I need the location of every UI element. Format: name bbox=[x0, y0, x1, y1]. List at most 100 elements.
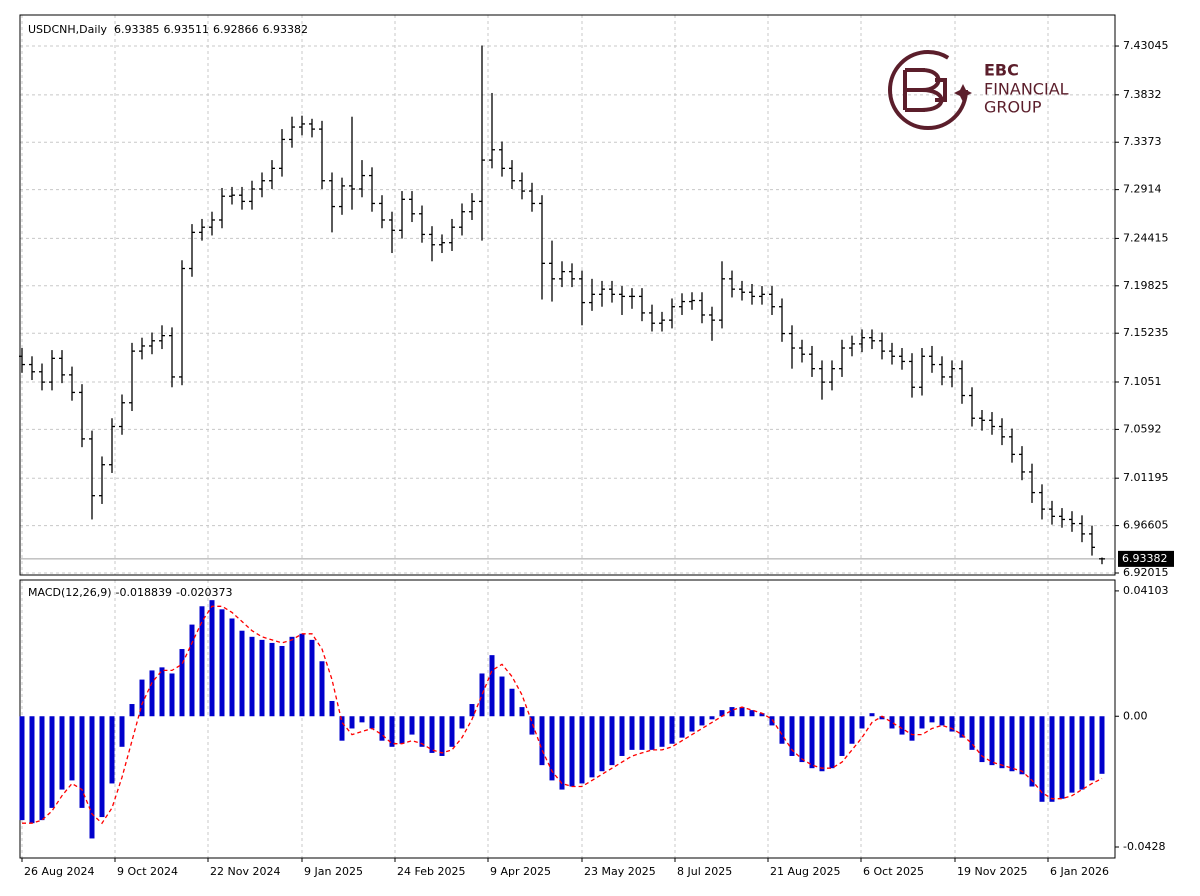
macd-bar bbox=[1019, 716, 1025, 775]
macd-bar bbox=[59, 716, 65, 790]
macd-bar bbox=[889, 716, 895, 729]
last-price-tag bbox=[1118, 550, 1174, 567]
macd-bar bbox=[499, 676, 505, 717]
macd-bar bbox=[689, 716, 695, 732]
macd-bar bbox=[279, 645, 285, 717]
macd-bar bbox=[219, 609, 225, 717]
macd-bar bbox=[69, 716, 75, 781]
y-tick-label: 0.04103 bbox=[1123, 584, 1169, 597]
macd-bar bbox=[259, 639, 265, 717]
macd-bar bbox=[309, 639, 315, 717]
logo-star bbox=[954, 84, 972, 102]
macd-bar bbox=[719, 710, 725, 717]
macd-bar bbox=[39, 716, 45, 821]
macd-header: MACD(12,26,9) -0.018839 -0.020373 bbox=[28, 586, 232, 599]
macd-bar bbox=[509, 688, 515, 717]
macd-bar bbox=[849, 716, 855, 744]
macd-bar bbox=[629, 716, 635, 750]
macd-bar bbox=[329, 700, 335, 717]
macd-bar bbox=[189, 624, 195, 717]
macd-bar bbox=[809, 716, 815, 769]
y-tick-label: 7.19825 bbox=[1123, 279, 1169, 292]
macd-bar bbox=[529, 716, 535, 735]
macd-bar bbox=[769, 716, 775, 726]
macd-bar bbox=[399, 716, 405, 744]
macd-bar bbox=[439, 716, 445, 756]
logo: EBC FINANCIAL GROUP bbox=[888, 50, 1069, 130]
macd-bar bbox=[409, 716, 415, 735]
macd-bar bbox=[739, 707, 745, 717]
x-tick-label: 23 May 2025 bbox=[584, 865, 656, 878]
macd-bar bbox=[1049, 716, 1055, 802]
macd-bar bbox=[879, 716, 885, 720]
macd-bar bbox=[479, 673, 485, 717]
y-tick-label: 6.92015 bbox=[1123, 566, 1169, 579]
macd-bar bbox=[959, 716, 965, 738]
y-tick-label: 7.24415 bbox=[1123, 231, 1169, 244]
macd-value: -0.018839 bbox=[116, 586, 172, 599]
macd-bar bbox=[379, 716, 385, 741]
macd-bar bbox=[249, 636, 255, 717]
x-tick-label: 19 Nov 2025 bbox=[957, 865, 1027, 878]
logo-line: FINANCIAL bbox=[984, 80, 1069, 99]
x-tick-label: 9 Oct 2024 bbox=[117, 865, 178, 878]
y-tick-label: -0.0428 bbox=[1123, 840, 1165, 853]
macd-bar bbox=[489, 655, 495, 717]
macd-bar bbox=[819, 716, 825, 772]
macd-bar bbox=[699, 716, 705, 726]
last-open: 6.93385 bbox=[114, 23, 160, 36]
macd-bar bbox=[799, 716, 805, 763]
macd-bar bbox=[549, 716, 555, 781]
macd-bar bbox=[369, 716, 375, 729]
y-tick-label: 7.15235 bbox=[1123, 326, 1169, 339]
macd-bar bbox=[1089, 716, 1095, 781]
macd-bar bbox=[519, 707, 525, 717]
x-tick-label: 26 Aug 2024 bbox=[24, 865, 94, 878]
macd-bar bbox=[939, 716, 945, 726]
x-tick-label: 8 Jul 2025 bbox=[677, 865, 732, 878]
macd-bar bbox=[99, 716, 105, 818]
logo-line: GROUP bbox=[984, 98, 1042, 117]
logo-monogram bbox=[903, 68, 947, 112]
macd-bar bbox=[589, 716, 595, 778]
macd-bar bbox=[79, 716, 85, 808]
macd-bar bbox=[1079, 716, 1085, 790]
last-high: 6.93511 bbox=[164, 23, 210, 36]
price-header: USDCNH,Daily 6.93385 6.93511 6.92866 6.93382 bbox=[28, 23, 308, 36]
macd-bar bbox=[1099, 716, 1105, 774]
x-tick-label: 6 Oct 2025 bbox=[863, 865, 924, 878]
macd-bar bbox=[419, 716, 425, 747]
macd-bar bbox=[209, 600, 215, 717]
macd-bar bbox=[899, 716, 905, 735]
macd-bar bbox=[389, 716, 395, 747]
signal-line bbox=[22, 605, 1103, 825]
macd-bar bbox=[579, 716, 585, 784]
macd-bar bbox=[119, 716, 125, 747]
macd-bar bbox=[139, 679, 145, 717]
x-tick-label: 21 Aug 2025 bbox=[770, 865, 840, 878]
macd-bar bbox=[159, 667, 165, 717]
macd-bar bbox=[459, 716, 465, 729]
macd-bar bbox=[749, 710, 755, 717]
x-tick-label: 24 Feb 2025 bbox=[397, 865, 465, 878]
y-tick-label: 7.3373 bbox=[1123, 135, 1162, 148]
macd-bar bbox=[1059, 716, 1065, 799]
macd-bar bbox=[929, 716, 935, 723]
logo-brand: EBC bbox=[984, 61, 1019, 80]
x-tick-label: 9 Apr 2025 bbox=[490, 865, 551, 878]
macd-bar bbox=[619, 716, 625, 756]
macd-bar bbox=[349, 716, 355, 729]
macd-bar bbox=[659, 716, 665, 747]
macd-bar bbox=[559, 716, 565, 790]
macd-bar bbox=[909, 716, 915, 741]
y-tick-label: 7.1051 bbox=[1123, 375, 1162, 388]
last-price-label: 6.93382 bbox=[1122, 552, 1168, 565]
macd-bar bbox=[19, 716, 25, 821]
macd-bar bbox=[1009, 716, 1015, 772]
x-tick-label: 22 Nov 2024 bbox=[210, 865, 280, 878]
symbol: USDCNH,Daily bbox=[28, 23, 108, 36]
macd-bar bbox=[49, 716, 55, 808]
macd-bar bbox=[789, 716, 795, 756]
